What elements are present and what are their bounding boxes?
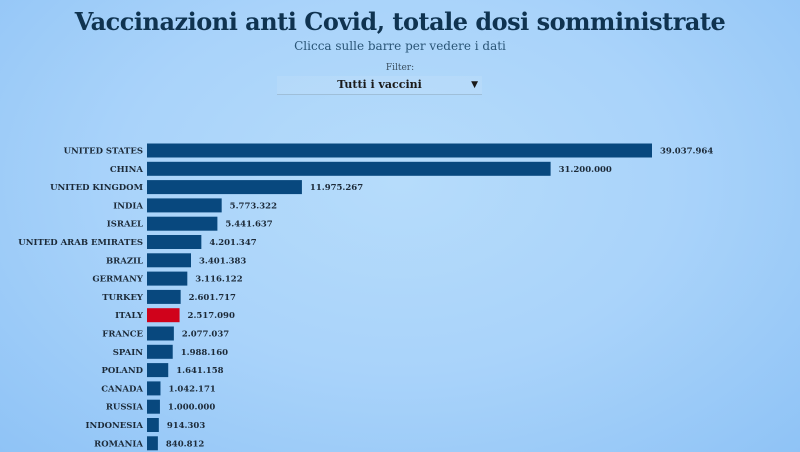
value-label: 11.975.267 [310,183,363,193]
filter-label: Filter: [385,63,415,73]
chart-title: Vaccinazioni anti Covid, totale dosi som… [74,7,726,36]
bar-spain[interactable] [147,344,173,359]
value-label: 914.303 [167,421,206,431]
bar-united-kingdom[interactable] [147,180,302,195]
bar-united-states[interactable] [147,143,652,158]
category-label: CHINA [110,165,144,175]
category-label: SPAIN [113,348,143,358]
category-label: POLAND [101,366,143,376]
bar-turkey[interactable] [147,289,181,304]
value-label: 2.077.037 [182,330,229,340]
value-label: 3.401.383 [199,256,246,266]
category-label: ITALY [115,311,144,321]
category-label: BRAZIL [106,256,143,266]
value-label: 3.116.122 [195,275,242,285]
category-label: GERMANY [92,275,144,285]
category-label: UNITED STATES [64,147,143,157]
value-label: 1.641.158 [176,366,223,376]
category-label: INDIA [113,201,143,211]
category-label: FRANCE [102,330,143,340]
bar-poland[interactable] [147,363,169,378]
value-label: 1.042.171 [168,384,215,394]
value-label: 4.201.347 [209,238,256,248]
value-label: 2.517.090 [188,311,235,321]
category-label: UNITED KINGDOM [50,183,143,193]
value-label: 39.037.964 [660,147,713,157]
category-label: ISRAEL [107,220,143,230]
caret-down-icon: ▼ [471,80,478,90]
bar-united-arab-emirates[interactable] [147,235,202,249]
category-label: TURKEY [102,293,144,303]
bar-brazil[interactable] [147,253,192,268]
category-label: ROMANIA [94,439,143,449]
bar-china[interactable] [147,161,551,176]
bar-india[interactable] [147,198,222,213]
value-label: 1.000.000 [168,403,215,413]
bar-israel[interactable] [147,216,218,231]
chart-subtitle: Clicca sulle barre per vedere i dati [294,39,506,53]
bar-france[interactable] [147,326,174,341]
bar-russia[interactable] [147,399,160,414]
value-label: 31.200.000 [559,165,612,175]
value-label: 5.773.322 [230,201,277,211]
bar-romania[interactable] [147,436,158,451]
filter-selected-value: Tutti i vaccini [337,78,422,91]
category-label: RUSSIA [106,403,144,413]
bar-canada[interactable] [147,381,161,396]
value-label: 2.601.717 [189,293,236,303]
category-label: INDONESIA [86,421,144,431]
category-label: CANADA [101,384,143,394]
value-label: 840.812 [166,439,205,449]
value-label: 1.988.160 [181,348,228,358]
category-label: UNITED ARAB EMIRATES [18,238,143,248]
bar-germany[interactable] [147,271,188,286]
bar-italy[interactable] [147,308,180,323]
bar-indonesia[interactable] [147,418,159,432]
vaccine-filter-select[interactable]: Tutti i vaccini ▼ [277,76,482,95]
value-label: 5.441.637 [225,220,272,230]
